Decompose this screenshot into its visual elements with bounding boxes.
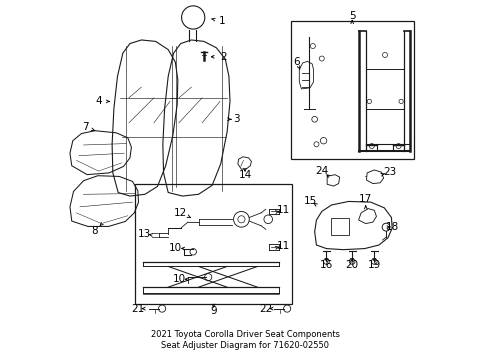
Text: 18: 18 [386, 222, 399, 232]
Text: 21: 21 [131, 303, 145, 314]
Bar [291, 21, 414, 159]
Text: 11: 11 [277, 205, 290, 215]
Text: 6: 6 [294, 57, 300, 67]
Text: 12: 12 [174, 208, 187, 218]
Text: 2: 2 [220, 52, 227, 62]
Text: 19: 19 [368, 260, 381, 270]
Text: 15: 15 [303, 196, 317, 206]
Text: 10: 10 [169, 243, 182, 253]
Text: 17: 17 [359, 194, 372, 203]
Text: 24: 24 [315, 166, 328, 176]
Text: 10: 10 [172, 274, 186, 284]
Text: 23: 23 [383, 167, 396, 177]
Text: 7: 7 [82, 122, 88, 132]
Text: 8: 8 [92, 226, 98, 236]
Text: 16: 16 [320, 260, 333, 270]
Text: 4: 4 [95, 96, 102, 107]
Text: 2021 Toyota Corolla Driver Seat Components
Seat Adjuster Diagram for 71620-02550: 2021 Toyota Corolla Driver Seat Componen… [150, 330, 340, 350]
Text: 9: 9 [210, 306, 217, 316]
Text: 1: 1 [219, 16, 225, 26]
Text: 13: 13 [138, 229, 151, 239]
Bar [135, 184, 292, 304]
Text: 3: 3 [233, 114, 240, 124]
Text: 11: 11 [277, 241, 290, 251]
Text: 22: 22 [259, 303, 272, 314]
Text: 20: 20 [345, 260, 359, 270]
Text: 14: 14 [238, 170, 252, 180]
Text: 5: 5 [349, 11, 355, 21]
